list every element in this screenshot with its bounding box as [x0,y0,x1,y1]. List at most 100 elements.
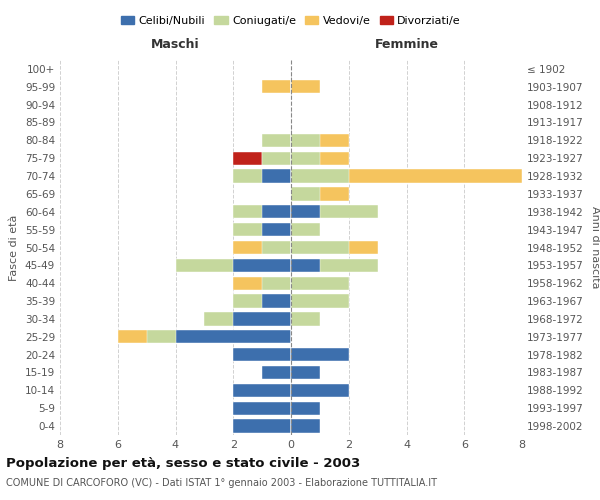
Bar [291,402,320,415]
Bar [233,384,291,397]
Bar [291,366,320,379]
Bar [233,348,291,362]
Bar [233,205,291,218]
Bar [291,152,349,165]
Bar [233,170,291,183]
Bar [233,258,291,272]
Bar [233,384,291,397]
Bar [262,205,291,218]
Bar [233,276,291,290]
Bar [233,420,291,433]
Bar [233,294,291,308]
Bar [291,205,377,218]
Bar [233,276,291,290]
Bar [233,241,291,254]
Bar [262,152,291,165]
Bar [118,330,291,344]
Bar [291,170,349,183]
Bar [205,312,291,326]
Bar [291,294,349,308]
Bar [233,294,291,308]
Bar [291,187,349,200]
Bar [291,402,320,415]
Bar [233,348,291,362]
Bar [291,205,320,218]
Bar [291,170,522,183]
Bar [291,241,377,254]
Bar [233,402,291,415]
Bar [291,205,377,218]
Bar [291,402,320,415]
Bar [233,348,291,362]
Bar [291,276,349,290]
Text: Femmine: Femmine [374,38,439,51]
Bar [291,348,349,362]
Bar [233,294,291,308]
Bar [291,134,349,147]
Bar [291,241,377,254]
Text: COMUNE DI CARCOFORO (VC) - Dati ISTAT 1° gennaio 2003 - Elaborazione TUTTITALIA.: COMUNE DI CARCOFORO (VC) - Dati ISTAT 1°… [6,478,437,488]
Bar [262,294,291,308]
Bar [262,170,291,183]
Bar [291,384,349,397]
Bar [291,223,320,236]
Bar [291,312,320,326]
Bar [291,420,320,433]
Bar [291,294,349,308]
Bar [291,205,377,218]
Bar [291,152,320,165]
Bar [233,402,291,415]
Bar [291,170,522,183]
Bar [262,366,291,379]
Bar [291,420,320,433]
Bar [233,402,291,415]
Bar [291,258,377,272]
Bar [291,187,349,200]
Bar [291,258,377,272]
Y-axis label: Anni di nascita: Anni di nascita [590,206,600,289]
Bar [233,170,291,183]
Bar [262,366,291,379]
Bar [233,384,291,397]
Bar [291,366,320,379]
Bar [262,80,291,94]
Bar [291,258,320,272]
Bar [291,384,349,397]
Bar [291,80,320,94]
Bar [291,366,320,379]
Bar [176,330,291,344]
Bar [291,312,320,326]
Bar [291,348,349,362]
Bar [291,223,320,236]
Bar [205,312,291,326]
Bar [291,384,349,397]
Legend: Celibi/Nubili, Coniugati/e, Vedovi/e, Divorziati/e: Celibi/Nubili, Coniugati/e, Vedovi/e, Di… [116,12,466,30]
Bar [262,223,291,236]
Bar [233,312,291,326]
Bar [262,134,291,147]
Bar [262,276,291,290]
Bar [291,312,320,326]
Bar [233,152,291,165]
Bar [291,348,349,362]
Bar [291,276,349,290]
Bar [233,223,291,236]
Bar [262,134,291,147]
Bar [176,258,291,272]
Bar [233,402,291,415]
Bar [291,80,320,94]
Bar [233,205,291,218]
Bar [233,420,291,433]
Bar [291,258,377,272]
Text: Popolazione per età, sesso e stato civile - 2003: Popolazione per età, sesso e stato civil… [6,458,360,470]
Bar [262,366,291,379]
Bar [262,134,291,147]
Text: Maschi: Maschi [151,38,200,51]
Bar [176,258,291,272]
Bar [291,223,320,236]
Bar [262,366,291,379]
Bar [233,170,291,183]
Bar [291,276,349,290]
Bar [291,134,320,147]
Bar [118,330,291,344]
